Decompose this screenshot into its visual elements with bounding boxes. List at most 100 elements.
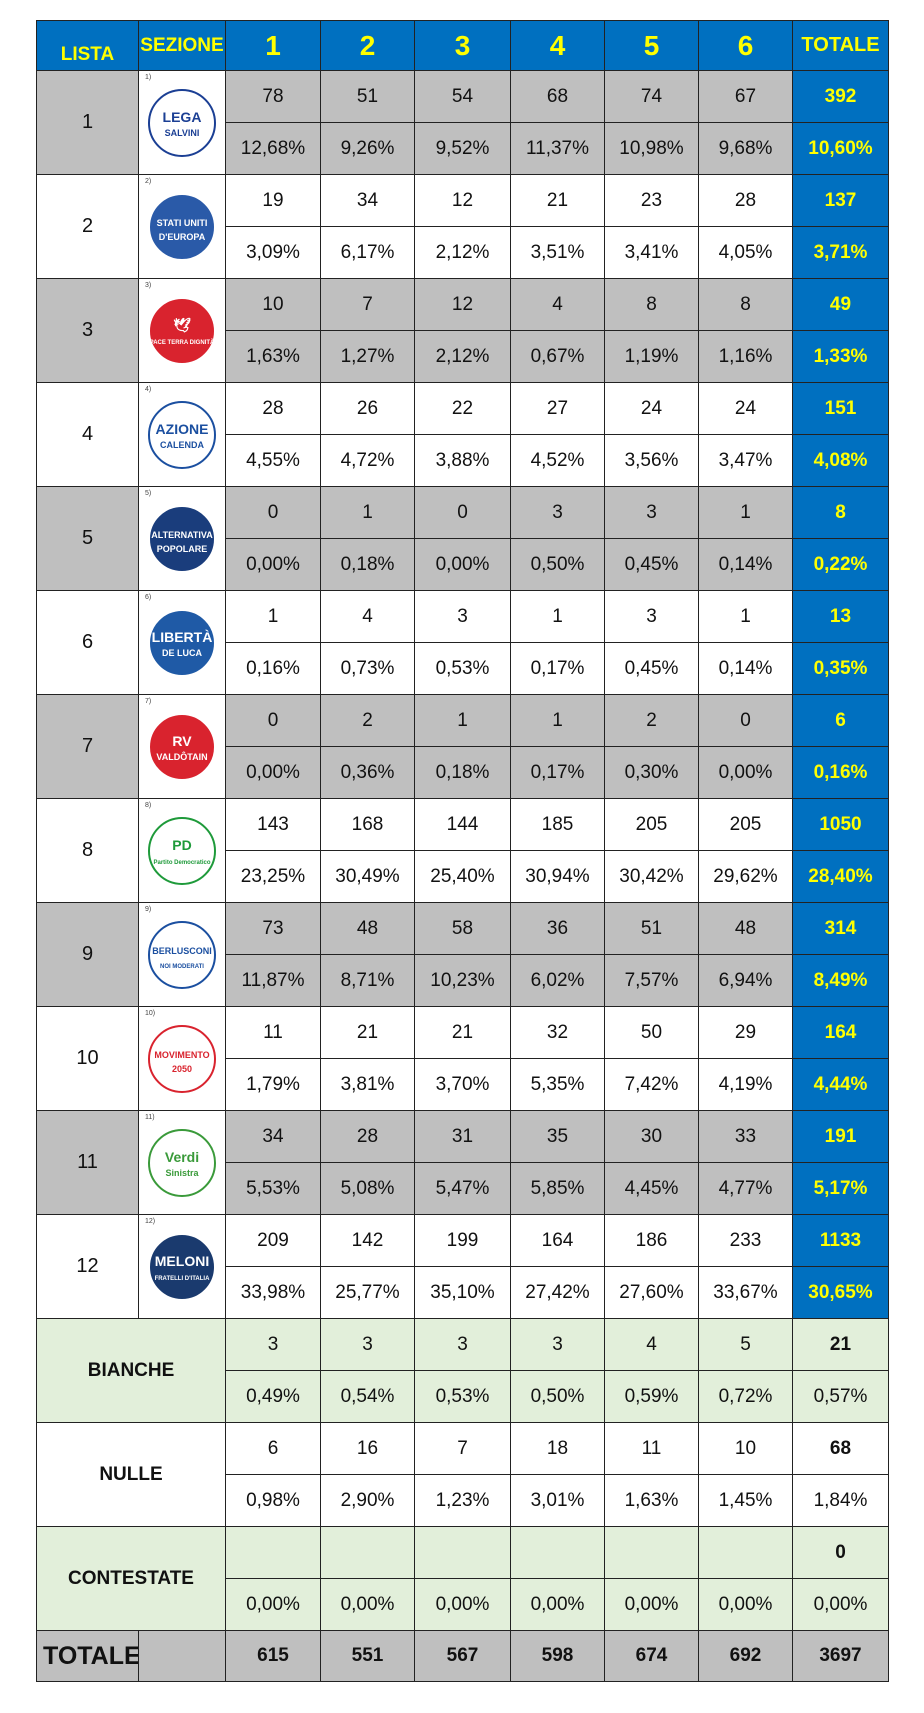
- list-row-percent: 1,63% 1,27% 2,12% 0,67% 1,19% 1,16% 1,33%: [37, 330, 889, 383]
- percent-cell: 0,54%: [320, 1370, 415, 1423]
- votes-cell: 142: [320, 1214, 415, 1267]
- list-row-percent: 5,53% 5,08% 5,47% 5,85% 4,45% 4,77% 5,17%: [37, 1162, 889, 1215]
- svg-text:CALENDA: CALENDA: [160, 440, 204, 450]
- votes-cell: 1: [414, 694, 511, 747]
- votes-cell: 185: [510, 798, 605, 851]
- votes-cell: 1: [320, 486, 415, 539]
- percent-cell: 0,59%: [604, 1370, 699, 1423]
- votes-cell: 10: [698, 1422, 793, 1475]
- special-row-percent: 0,98% 2,90% 1,23% 3,01% 1,63% 1,45% 1,84%: [37, 1474, 889, 1527]
- party-logo-cell: 12) MELONI FRATELLI D'ITALIA: [138, 1214, 226, 1319]
- votes-cell: 2: [604, 694, 699, 747]
- total-votes-cell: 13: [792, 590, 889, 643]
- votes-cell: 51: [320, 70, 415, 123]
- header-section-5: 5: [604, 20, 699, 71]
- percent-cell: 0,00%: [698, 1578, 793, 1631]
- votes-cell: 21: [320, 1006, 415, 1059]
- votes-cell: 7: [414, 1422, 511, 1475]
- percent-cell: 0,00%: [510, 1578, 605, 1631]
- percent-cell: 3,09%: [225, 226, 321, 279]
- votes-cell: 3: [414, 1318, 511, 1371]
- percent-cell: 0,45%: [604, 642, 699, 695]
- votes-cell: 21: [414, 1006, 511, 1059]
- percent-cell: 10,23%: [414, 954, 511, 1007]
- percent-cell: 0,00%: [225, 538, 321, 591]
- list-row-percent: 4,55% 4,72% 3,88% 4,52% 3,56% 3,47% 4,08%: [37, 434, 889, 487]
- list-row-votes: 8 8) PD Partito Democratico 143 168 144 185 205 2…: [36, 798, 889, 903]
- lista-number: 1: [36, 70, 139, 175]
- totals-row: TOTALE 615 551 567 598 674 692 3697: [36, 1630, 889, 1682]
- percent-cell: 0,50%: [510, 1370, 605, 1423]
- votes-cell: 16: [320, 1422, 415, 1475]
- votes-cell: 21: [510, 174, 605, 227]
- logo-number: 9): [145, 906, 152, 913]
- lista-number: 10: [36, 1006, 139, 1111]
- logo-number: 2): [145, 178, 152, 185]
- percent-cell: 7,57%: [604, 954, 699, 1007]
- percent-cell: 7,42%: [604, 1058, 699, 1111]
- svg-text:MELONI: MELONI: [155, 1253, 209, 1269]
- totals-cell: 551: [320, 1630, 415, 1682]
- percent-cell: 30,49%: [320, 850, 415, 903]
- lista-number: 8: [36, 798, 139, 903]
- alternativa-popolare-logo: ALTERNATIVA POPOLARE: [148, 504, 216, 573]
- list-row-percent: 3,09% 6,17% 2,12% 3,51% 3,41% 4,05% 3,71%: [37, 226, 889, 279]
- votes-cell: 73: [225, 902, 321, 955]
- votes-cell: 0: [225, 486, 321, 539]
- votes-cell: 6: [225, 1422, 321, 1475]
- percent-cell: 0,98%: [225, 1474, 321, 1527]
- votes-cell: 4: [320, 590, 415, 643]
- list-row-votes: 5 5) ALTERNATIVA POPOLARE 0 1 0 3 3 1 8: [36, 486, 889, 591]
- lista-number: 5: [36, 486, 139, 591]
- percent-cell: 0,16%: [225, 642, 321, 695]
- svg-text:ALTERNATIVA: ALTERNATIVA: [151, 530, 213, 540]
- percent-cell: 3,81%: [320, 1058, 415, 1111]
- total-votes-cell: 8: [792, 486, 889, 539]
- votes-cell: 24: [698, 382, 793, 435]
- special-row-percent: 0,49% 0,54% 0,53% 0,50% 0,59% 0,72% 0,57%: [37, 1370, 889, 1423]
- total-percent-cell: 3,71%: [792, 226, 889, 279]
- percent-cell: 10,98%: [604, 122, 699, 175]
- votes-cell: 205: [698, 798, 793, 851]
- votes-cell: 186: [604, 1214, 699, 1267]
- percent-cell: 1,27%: [320, 330, 415, 383]
- lista-number: 11: [36, 1110, 139, 1215]
- logo-number: 6): [145, 594, 152, 601]
- percent-cell: 3,01%: [510, 1474, 605, 1527]
- results-table: LISTA SEZIONE 1 2 3 4 5 6 TOTALE 1 1) LEGA…: [36, 20, 889, 1682]
- percent-cell: 0,45%: [604, 538, 699, 591]
- svg-text:STATI UNITI: STATI UNITI: [157, 218, 208, 228]
- movimento-2050-logo: MOVIMENTO 2050: [148, 1024, 216, 1093]
- party-logo-cell: 5) ALTERNATIVA POPOLARE: [138, 486, 226, 591]
- votes-cell: 10: [225, 278, 321, 331]
- total-votes-cell: 1133: [792, 1214, 889, 1267]
- list-row-votes: 12 12) MELONI FRATELLI D'ITALIA 209 142 199 164…: [36, 1214, 889, 1319]
- votes-cell: 205: [604, 798, 699, 851]
- percent-cell: 1,16%: [698, 330, 793, 383]
- percent-cell: 3,88%: [414, 434, 511, 487]
- percent-cell: 0,14%: [698, 538, 793, 591]
- percent-cell: 0,17%: [510, 642, 605, 695]
- special-label: BIANCHE: [36, 1318, 226, 1423]
- list-row-percent: 23,25% 30,49% 25,40% 30,94% 30,42% 29,62% 28,4…: [37, 850, 889, 903]
- totals-cell: 692: [698, 1630, 793, 1682]
- votes-cell: 233: [698, 1214, 793, 1267]
- percent-cell: 9,26%: [320, 122, 415, 175]
- percent-cell: 30,94%: [510, 850, 605, 903]
- votes-cell: 8: [604, 278, 699, 331]
- votes-cell: [225, 1526, 321, 1579]
- percent-cell: 9,68%: [698, 122, 793, 175]
- total-percent-cell: 8,49%: [792, 954, 889, 1007]
- percent-cell: 5,35%: [510, 1058, 605, 1111]
- percent-cell: 0,72%: [698, 1370, 793, 1423]
- percent-cell: 1,19%: [604, 330, 699, 383]
- list-row-votes: 7 7) RV VALDÔTAIN 0 2 1 1 2 0 6: [36, 694, 889, 799]
- votes-cell: 68: [510, 70, 605, 123]
- percent-cell: 11,37%: [510, 122, 605, 175]
- header-section-3: 3: [414, 20, 511, 71]
- liberta-de-luca-logo: LIBERTÀ DE LUCA: [148, 608, 216, 677]
- percent-cell: 12,68%: [225, 122, 321, 175]
- list-row-votes: 1 1) LEGA SALVINI 78 51 54 68 74 67 392: [36, 70, 889, 175]
- votes-cell: [320, 1526, 415, 1579]
- list-row-votes: 9 9) BERLUSCONI NOI MODERATI 73 48 58 36 51 48 314: [36, 902, 889, 1007]
